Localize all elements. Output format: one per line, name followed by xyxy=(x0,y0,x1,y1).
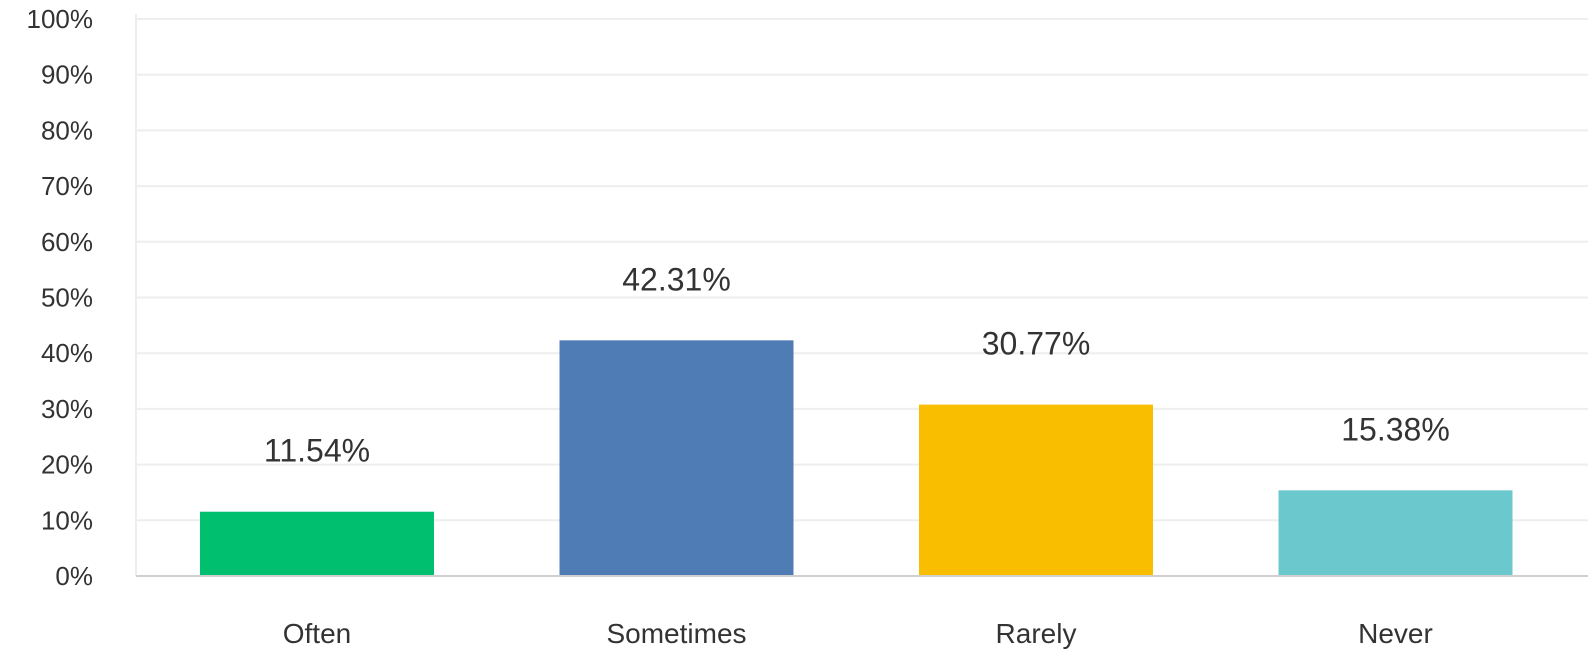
y-tick-label: 20% xyxy=(41,450,93,480)
data-label: 11.54% xyxy=(264,433,370,469)
bar-rarely xyxy=(919,404,1153,576)
data-label: 42.31% xyxy=(622,261,731,297)
x-tick-label: Sometimes xyxy=(606,618,746,649)
x-tick-label: Never xyxy=(1358,618,1433,649)
y-tick-label: 10% xyxy=(41,505,93,535)
bar-never xyxy=(1278,490,1513,576)
data-label: 30.77% xyxy=(982,326,1091,362)
y-tick-label: 40% xyxy=(41,338,93,368)
data-labels: 11.54% 42.31% 30.77% 15.38% xyxy=(264,261,1450,468)
bars xyxy=(200,340,1513,576)
y-tick-label: 50% xyxy=(41,283,93,313)
x-axis-ticks: Often Sometimes Rarely Never xyxy=(283,618,1433,649)
bar-sometimes xyxy=(559,340,794,576)
y-tick-label: 30% xyxy=(41,394,93,424)
y-tick-label: 70% xyxy=(41,171,93,201)
gridlines xyxy=(135,14,1588,576)
data-label: 15.38% xyxy=(1341,411,1450,447)
bar-often xyxy=(200,511,434,576)
y-tick-label: 60% xyxy=(41,227,93,257)
y-tick-label: 0% xyxy=(55,561,93,591)
y-tick-label: 90% xyxy=(41,60,93,90)
y-axis-ticks: 0% 10% 20% 30% 40% 50% 60% 70% 80% 90% 100% xyxy=(27,4,94,591)
x-tick-label: Often xyxy=(283,618,351,649)
y-tick-label: 100% xyxy=(27,4,94,34)
x-tick-label: Rarely xyxy=(996,618,1077,649)
y-tick-label: 80% xyxy=(41,115,93,145)
